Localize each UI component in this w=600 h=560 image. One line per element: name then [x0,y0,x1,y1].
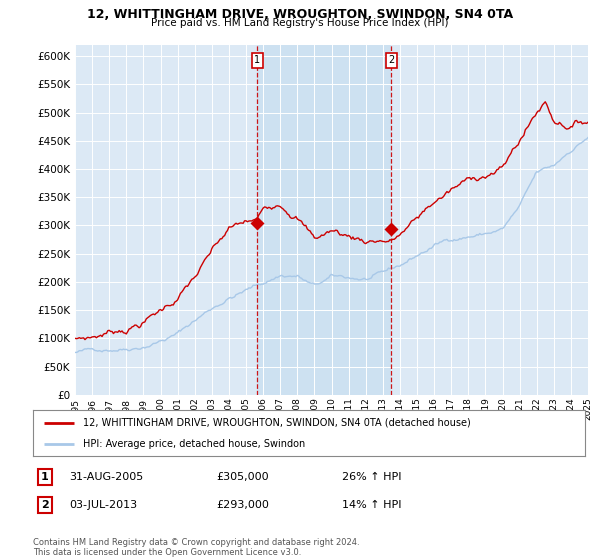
Text: £305,000: £305,000 [216,472,269,482]
Text: 12, WHITTINGHAM DRIVE, WROUGHTON, SWINDON, SN4 0TA: 12, WHITTINGHAM DRIVE, WROUGHTON, SWINDO… [87,8,513,21]
Text: 2: 2 [41,500,49,510]
Text: 14% ↑ HPI: 14% ↑ HPI [342,500,401,510]
Bar [257,45,391,395]
Text: 31-AUG-2005: 31-AUG-2005 [69,472,143,482]
Text: 1: 1 [41,472,49,482]
Text: 12, WHITTINGHAM DRIVE, WROUGHTON, SWINDON, SN4 0TA (detached house): 12, WHITTINGHAM DRIVE, WROUGHTON, SWINDO… [83,418,470,428]
Text: Price paid vs. HM Land Registry's House Price Index (HPI): Price paid vs. HM Land Registry's House … [151,18,449,28]
Text: HPI: Average price, detached house, Swindon: HPI: Average price, detached house, Swin… [83,439,305,449]
Text: Contains HM Land Registry data © Crown copyright and database right 2024.
This d: Contains HM Land Registry data © Crown c… [33,538,359,557]
Text: 26% ↑ HPI: 26% ↑ HPI [342,472,401,482]
Text: 03-JUL-2013: 03-JUL-2013 [69,500,137,510]
Text: 1: 1 [254,55,260,66]
Text: £293,000: £293,000 [216,500,269,510]
Text: 2: 2 [388,55,394,66]
